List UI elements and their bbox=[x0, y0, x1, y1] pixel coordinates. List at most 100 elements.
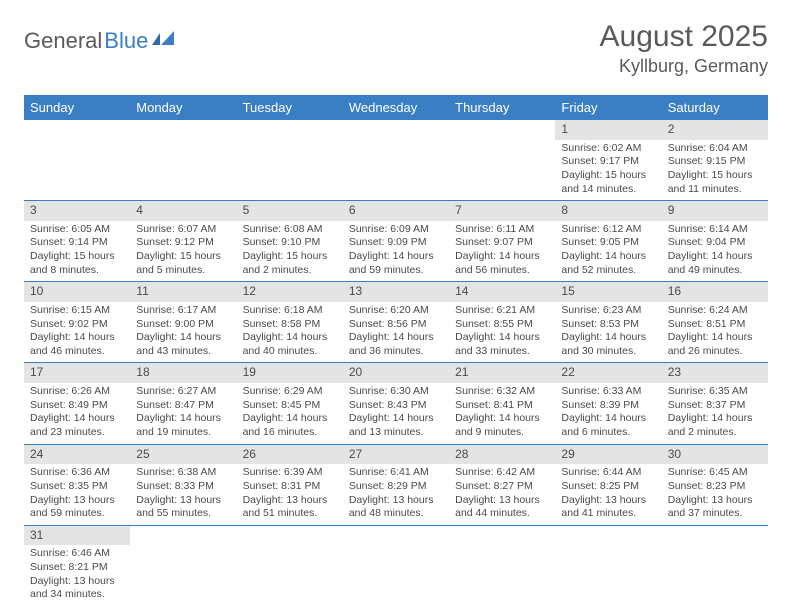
day-cell bbox=[24, 120, 130, 200]
sunrise-line: Sunrise: 6:46 AM bbox=[30, 547, 124, 561]
day-details: Sunrise: 6:20 AMSunset: 8:56 PMDaylight:… bbox=[343, 302, 449, 363]
day-details: Sunrise: 6:11 AMSunset: 9:07 PMDaylight:… bbox=[449, 221, 555, 282]
day-details: Sunrise: 6:08 AMSunset: 9:10 PMDaylight:… bbox=[237, 221, 343, 282]
day-details: Sunrise: 6:39 AMSunset: 8:31 PMDaylight:… bbox=[237, 464, 343, 525]
sunrise-line: Sunrise: 6:11 AM bbox=[455, 223, 549, 237]
day-cell: 14Sunrise: 6:21 AMSunset: 8:55 PMDayligh… bbox=[449, 282, 555, 362]
day-details: Sunrise: 6:45 AMSunset: 8:23 PMDaylight:… bbox=[662, 464, 768, 525]
day-cell: 29Sunrise: 6:44 AMSunset: 8:25 PMDayligh… bbox=[555, 445, 661, 525]
day-number: 12 bbox=[237, 282, 343, 302]
daylight-line: Daylight: 15 hours and 2 minutes. bbox=[243, 250, 337, 277]
daylight-line: Daylight: 14 hours and 6 minutes. bbox=[561, 412, 655, 439]
day-number: 14 bbox=[449, 282, 555, 302]
day-cell bbox=[555, 526, 661, 606]
day-cell: 22Sunrise: 6:33 AMSunset: 8:39 PMDayligh… bbox=[555, 363, 661, 443]
day-details: Sunrise: 6:44 AMSunset: 8:25 PMDaylight:… bbox=[555, 464, 661, 525]
sunset-line: Sunset: 8:58 PM bbox=[243, 318, 337, 332]
daylight-line: Daylight: 14 hours and 36 minutes. bbox=[349, 331, 443, 358]
day-details: Sunrise: 6:33 AMSunset: 8:39 PMDaylight:… bbox=[555, 383, 661, 444]
day-cell: 24Sunrise: 6:36 AMSunset: 8:35 PMDayligh… bbox=[24, 445, 130, 525]
week-row: 24Sunrise: 6:36 AMSunset: 8:35 PMDayligh… bbox=[24, 445, 768, 526]
sunset-line: Sunset: 8:21 PM bbox=[30, 561, 124, 575]
day-number: 11 bbox=[130, 282, 236, 302]
day-cell: 25Sunrise: 6:38 AMSunset: 8:33 PMDayligh… bbox=[130, 445, 236, 525]
day-details: Sunrise: 6:29 AMSunset: 8:45 PMDaylight:… bbox=[237, 383, 343, 444]
daylight-line: Daylight: 14 hours and 9 minutes. bbox=[455, 412, 549, 439]
day-cell: 11Sunrise: 6:17 AMSunset: 9:00 PMDayligh… bbox=[130, 282, 236, 362]
location: Kyllburg, Germany bbox=[600, 56, 768, 77]
day-details: Sunrise: 6:38 AMSunset: 8:33 PMDaylight:… bbox=[130, 464, 236, 525]
day-number: 29 bbox=[555, 445, 661, 465]
sunset-line: Sunset: 9:15 PM bbox=[668, 155, 762, 169]
flag-icon bbox=[152, 31, 174, 45]
day-cell: 30Sunrise: 6:45 AMSunset: 8:23 PMDayligh… bbox=[662, 445, 768, 525]
daylight-line: Daylight: 14 hours and 43 minutes. bbox=[136, 331, 230, 358]
sunset-line: Sunset: 9:02 PM bbox=[30, 318, 124, 332]
day-cell bbox=[449, 526, 555, 606]
sunset-line: Sunset: 9:00 PM bbox=[136, 318, 230, 332]
sunrise-line: Sunrise: 6:21 AM bbox=[455, 304, 549, 318]
day-details: Sunrise: 6:24 AMSunset: 8:51 PMDaylight:… bbox=[662, 302, 768, 363]
sunset-line: Sunset: 8:53 PM bbox=[561, 318, 655, 332]
sunrise-line: Sunrise: 6:05 AM bbox=[30, 223, 124, 237]
day-number: 31 bbox=[24, 526, 130, 546]
day-details: Sunrise: 6:26 AMSunset: 8:49 PMDaylight:… bbox=[24, 383, 130, 444]
sunrise-line: Sunrise: 6:41 AM bbox=[349, 466, 443, 480]
day-cell: 18Sunrise: 6:27 AMSunset: 8:47 PMDayligh… bbox=[130, 363, 236, 443]
day-details: Sunrise: 6:09 AMSunset: 9:09 PMDaylight:… bbox=[343, 221, 449, 282]
daylight-line: Daylight: 14 hours and 19 minutes. bbox=[136, 412, 230, 439]
sunrise-line: Sunrise: 6:14 AM bbox=[668, 223, 762, 237]
day-cell: 31Sunrise: 6:46 AMSunset: 8:21 PMDayligh… bbox=[24, 526, 130, 606]
day-details: Sunrise: 6:18 AMSunset: 8:58 PMDaylight:… bbox=[237, 302, 343, 363]
daylight-line: Daylight: 13 hours and 48 minutes. bbox=[349, 494, 443, 521]
day-cell: 16Sunrise: 6:24 AMSunset: 8:51 PMDayligh… bbox=[662, 282, 768, 362]
day-number: 18 bbox=[130, 363, 236, 383]
sunset-line: Sunset: 9:09 PM bbox=[349, 236, 443, 250]
day-cell: 21Sunrise: 6:32 AMSunset: 8:41 PMDayligh… bbox=[449, 363, 555, 443]
day-number: 20 bbox=[343, 363, 449, 383]
sunset-line: Sunset: 8:35 PM bbox=[30, 480, 124, 494]
sunset-line: Sunset: 8:55 PM bbox=[455, 318, 549, 332]
daylight-line: Daylight: 13 hours and 44 minutes. bbox=[455, 494, 549, 521]
day-details: Sunrise: 6:46 AMSunset: 8:21 PMDaylight:… bbox=[24, 545, 130, 606]
sunset-line: Sunset: 8:47 PM bbox=[136, 399, 230, 413]
daylight-line: Daylight: 14 hours and 52 minutes. bbox=[561, 250, 655, 277]
logo-text-general: General bbox=[24, 28, 102, 54]
day-details: Sunrise: 6:42 AMSunset: 8:27 PMDaylight:… bbox=[449, 464, 555, 525]
daylight-line: Daylight: 14 hours and 40 minutes. bbox=[243, 331, 337, 358]
sunset-line: Sunset: 8:45 PM bbox=[243, 399, 337, 413]
daylight-line: Daylight: 13 hours and 34 minutes. bbox=[30, 575, 124, 602]
sunrise-line: Sunrise: 6:04 AM bbox=[668, 142, 762, 156]
day-cell bbox=[237, 120, 343, 200]
sunrise-line: Sunrise: 6:32 AM bbox=[455, 385, 549, 399]
sunrise-line: Sunrise: 6:07 AM bbox=[136, 223, 230, 237]
day-cell: 20Sunrise: 6:30 AMSunset: 8:43 PMDayligh… bbox=[343, 363, 449, 443]
day-details: Sunrise: 6:04 AMSunset: 9:15 PMDaylight:… bbox=[662, 140, 768, 201]
logo-text-blue: Blue bbox=[104, 28, 148, 54]
sunrise-line: Sunrise: 6:30 AM bbox=[349, 385, 443, 399]
day-cell: 15Sunrise: 6:23 AMSunset: 8:53 PMDayligh… bbox=[555, 282, 661, 362]
daylight-line: Daylight: 14 hours and 2 minutes. bbox=[668, 412, 762, 439]
weekday-header: Tuesday bbox=[237, 95, 343, 120]
sunrise-line: Sunrise: 6:17 AM bbox=[136, 304, 230, 318]
sunset-line: Sunset: 9:07 PM bbox=[455, 236, 549, 250]
day-details: Sunrise: 6:17 AMSunset: 9:00 PMDaylight:… bbox=[130, 302, 236, 363]
day-cell: 13Sunrise: 6:20 AMSunset: 8:56 PMDayligh… bbox=[343, 282, 449, 362]
sunset-line: Sunset: 8:49 PM bbox=[30, 399, 124, 413]
sunset-line: Sunset: 8:33 PM bbox=[136, 480, 230, 494]
day-details: Sunrise: 6:14 AMSunset: 9:04 PMDaylight:… bbox=[662, 221, 768, 282]
week-row: 17Sunrise: 6:26 AMSunset: 8:49 PMDayligh… bbox=[24, 363, 768, 444]
sunrise-line: Sunrise: 6:23 AM bbox=[561, 304, 655, 318]
day-cell bbox=[130, 120, 236, 200]
day-details: Sunrise: 6:30 AMSunset: 8:43 PMDaylight:… bbox=[343, 383, 449, 444]
day-number: 22 bbox=[555, 363, 661, 383]
day-number: 5 bbox=[237, 201, 343, 221]
daylight-line: Daylight: 13 hours and 55 minutes. bbox=[136, 494, 230, 521]
sunset-line: Sunset: 8:39 PM bbox=[561, 399, 655, 413]
daylight-line: Daylight: 13 hours and 41 minutes. bbox=[561, 494, 655, 521]
calendar: SundayMondayTuesdayWednesdayThursdayFrid… bbox=[24, 95, 768, 606]
sunrise-line: Sunrise: 6:38 AM bbox=[136, 466, 230, 480]
day-cell: 23Sunrise: 6:35 AMSunset: 8:37 PMDayligh… bbox=[662, 363, 768, 443]
day-cell bbox=[237, 526, 343, 606]
calendar-body: 1Sunrise: 6:02 AMSunset: 9:17 PMDaylight… bbox=[24, 120, 768, 606]
